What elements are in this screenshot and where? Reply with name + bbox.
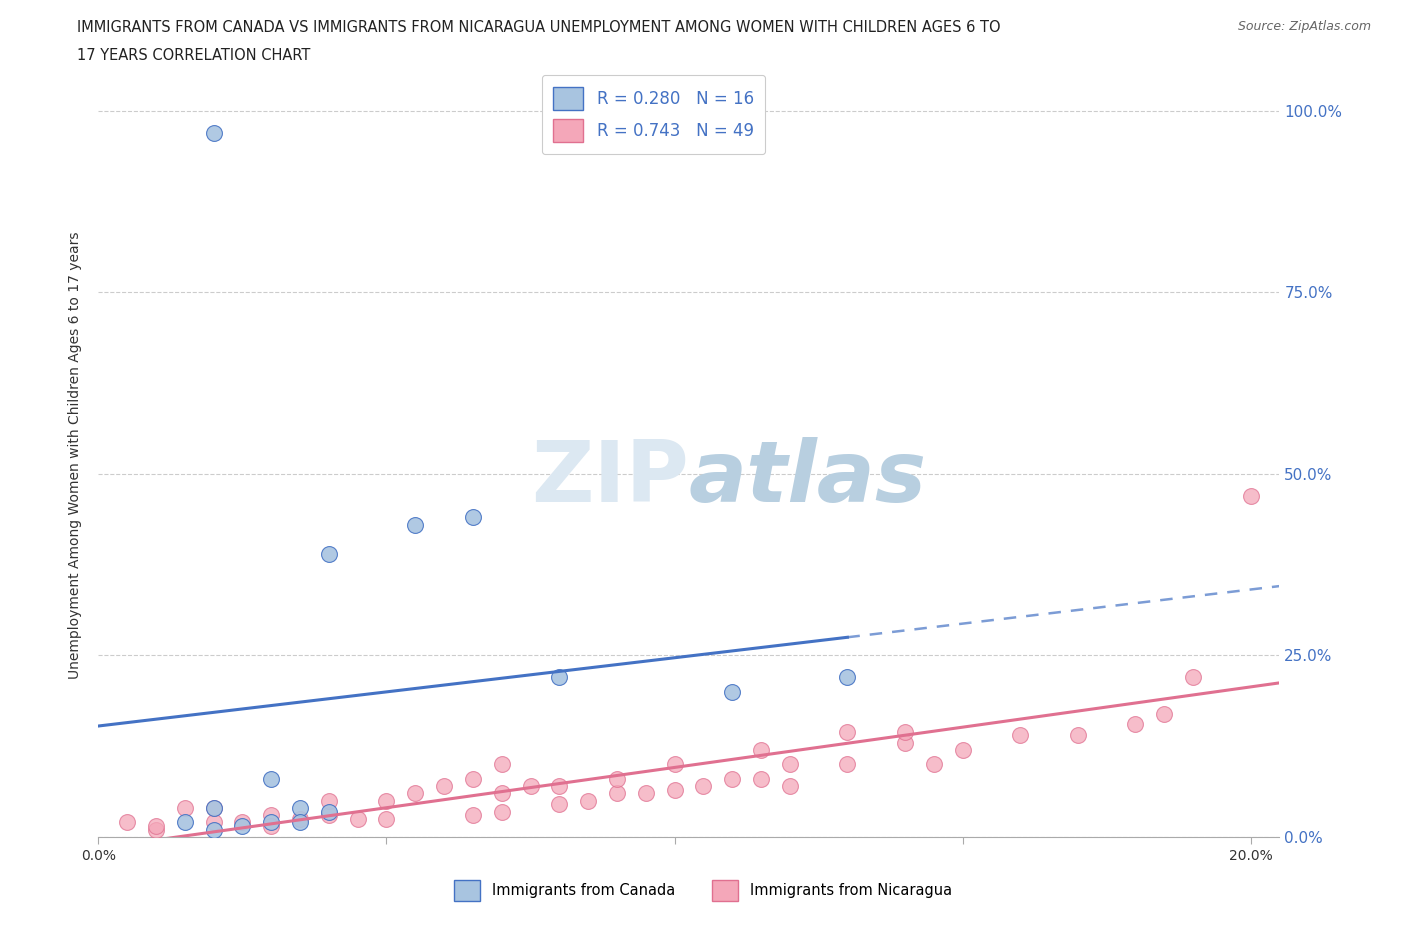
Point bbox=[202, 822, 225, 837]
Point bbox=[231, 818, 253, 833]
Point bbox=[837, 670, 859, 684]
Point bbox=[260, 808, 283, 823]
Point bbox=[461, 772, 484, 787]
Point bbox=[145, 818, 167, 833]
Point bbox=[1153, 706, 1175, 721]
Point bbox=[634, 786, 657, 801]
Point bbox=[260, 818, 283, 833]
Point bbox=[288, 815, 311, 830]
Point bbox=[692, 778, 714, 793]
Point bbox=[779, 778, 801, 793]
Point bbox=[318, 546, 340, 561]
Point bbox=[491, 786, 513, 801]
Point bbox=[346, 811, 368, 826]
Point bbox=[664, 782, 686, 797]
Point bbox=[318, 808, 340, 823]
Point bbox=[202, 801, 225, 816]
Point bbox=[202, 815, 225, 830]
Point bbox=[318, 804, 340, 819]
Point bbox=[404, 517, 426, 532]
Point bbox=[548, 670, 571, 684]
Point bbox=[952, 742, 974, 757]
Point bbox=[260, 772, 283, 787]
Point bbox=[721, 684, 744, 699]
Legend: R = 0.280   N = 16, R = 0.743   N = 49: R = 0.280 N = 16, R = 0.743 N = 49 bbox=[541, 75, 765, 154]
Point bbox=[837, 724, 859, 739]
Point bbox=[664, 757, 686, 772]
Point bbox=[491, 804, 513, 819]
Point bbox=[375, 811, 398, 826]
Point bbox=[1125, 717, 1147, 732]
Point bbox=[894, 724, 917, 739]
Text: ZIP: ZIP bbox=[531, 437, 689, 520]
Point bbox=[260, 815, 283, 830]
Point bbox=[1067, 728, 1090, 743]
Y-axis label: Unemployment Among Women with Children Ages 6 to 17 years: Unemployment Among Women with Children A… bbox=[69, 232, 83, 680]
Point bbox=[173, 815, 195, 830]
Point bbox=[173, 801, 195, 816]
Point bbox=[548, 797, 571, 812]
Point bbox=[461, 808, 484, 823]
Point bbox=[375, 793, 398, 808]
Legend: Immigrants from Canada, Immigrants from Nicaragua: Immigrants from Canada, Immigrants from … bbox=[449, 874, 957, 907]
Point bbox=[837, 757, 859, 772]
Point bbox=[145, 822, 167, 837]
Point bbox=[606, 772, 628, 787]
Text: IMMIGRANTS FROM CANADA VS IMMIGRANTS FROM NICARAGUA UNEMPLOYMENT AMONG WOMEN WIT: IMMIGRANTS FROM CANADA VS IMMIGRANTS FRO… bbox=[77, 20, 1001, 35]
Point bbox=[548, 778, 571, 793]
Point bbox=[318, 793, 340, 808]
Point bbox=[202, 801, 225, 816]
Point bbox=[288, 811, 311, 826]
Point bbox=[231, 815, 253, 830]
Point bbox=[576, 793, 599, 808]
Point bbox=[1182, 670, 1205, 684]
Point bbox=[749, 742, 772, 757]
Point bbox=[433, 778, 456, 793]
Point bbox=[1240, 488, 1263, 503]
Point bbox=[1010, 728, 1032, 743]
Point bbox=[721, 772, 744, 787]
Point bbox=[779, 757, 801, 772]
Point bbox=[749, 772, 772, 787]
Point bbox=[202, 125, 225, 140]
Text: atlas: atlas bbox=[689, 437, 927, 520]
Point bbox=[606, 786, 628, 801]
Point bbox=[404, 786, 426, 801]
Text: Source: ZipAtlas.com: Source: ZipAtlas.com bbox=[1237, 20, 1371, 33]
Point bbox=[519, 778, 541, 793]
Point bbox=[922, 757, 945, 772]
Point bbox=[115, 815, 138, 830]
Point bbox=[461, 510, 484, 525]
Point bbox=[894, 735, 917, 750]
Text: 17 YEARS CORRELATION CHART: 17 YEARS CORRELATION CHART bbox=[77, 48, 311, 63]
Point bbox=[288, 801, 311, 816]
Point bbox=[491, 757, 513, 772]
